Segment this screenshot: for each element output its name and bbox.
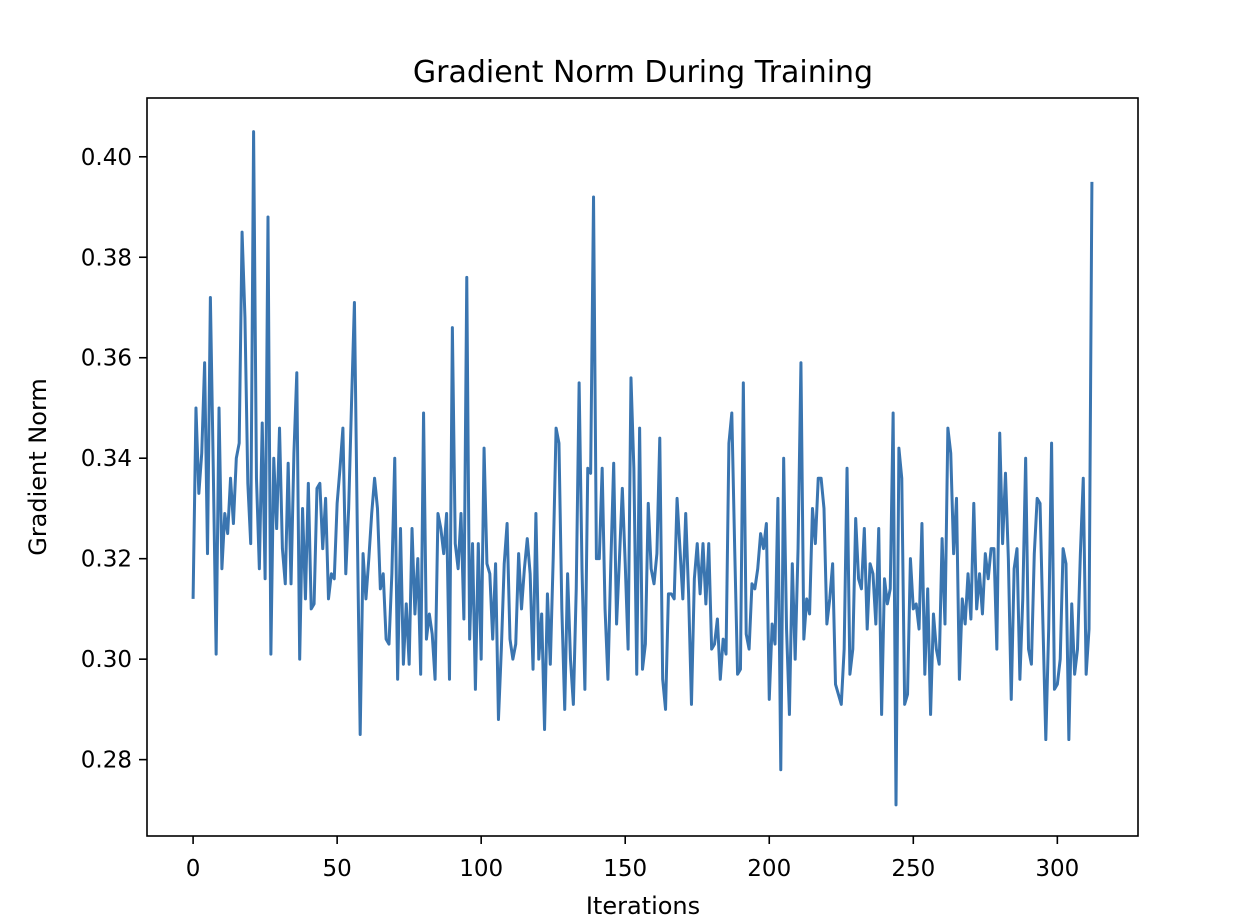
y-tick-label: 0.36 xyxy=(81,346,132,372)
x-tick-label: 100 xyxy=(459,856,503,882)
x-axis: 0 50 100 150 200 250 300 xyxy=(186,836,1079,882)
x-tick-label: 200 xyxy=(747,856,791,882)
plot-frame xyxy=(146,97,1139,837)
y-axis: 0.28 0.30 0.32 0.34 0.36 0.38 0.40 xyxy=(81,145,147,774)
y-tick-label: 0.32 xyxy=(81,547,132,573)
x-tick-label: 300 xyxy=(1035,856,1079,882)
y-tick-label: 0.28 xyxy=(81,748,132,774)
x-tick-label: 250 xyxy=(891,856,935,882)
series-line-0 xyxy=(191,130,1094,807)
x-tick-label: 150 xyxy=(603,856,647,882)
y-tick-label: 0.34 xyxy=(81,446,132,472)
chart-title: Gradient Norm During Training xyxy=(413,55,873,90)
plot-area xyxy=(191,130,1094,807)
x-axis-label: Iterations xyxy=(586,892,700,916)
y-tick-label: 0.38 xyxy=(81,245,132,271)
x-tick-label: 0 xyxy=(186,856,201,882)
x-tick-label: 50 xyxy=(322,856,351,882)
y-tick-label: 0.30 xyxy=(81,647,132,673)
y-tick-label: 0.40 xyxy=(81,145,132,171)
y-axis-label: Gradient Norm xyxy=(24,378,52,556)
